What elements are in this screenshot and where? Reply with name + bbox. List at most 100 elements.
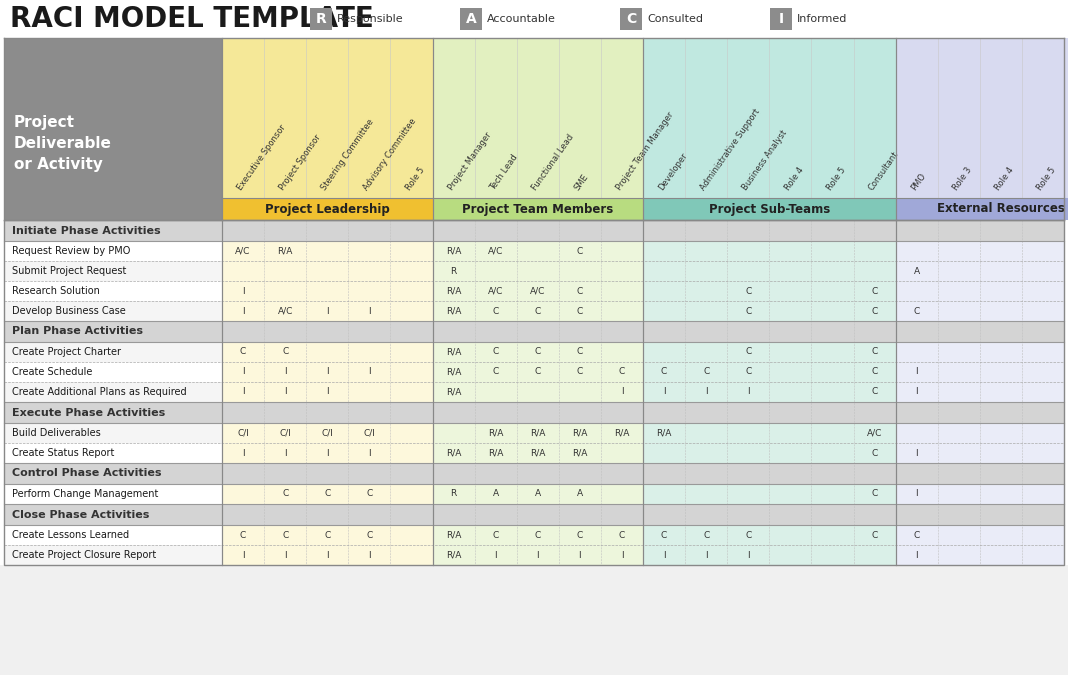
Bar — [433, 382, 474, 402]
Bar — [769, 301, 812, 321]
Bar — [643, 38, 896, 198]
Bar — [979, 281, 1022, 301]
Text: Consultant: Consultant — [867, 150, 900, 192]
Text: Informed: Informed — [797, 14, 847, 24]
Text: C: C — [871, 387, 878, 396]
Bar — [979, 545, 1022, 565]
Text: I: I — [663, 551, 665, 560]
Bar — [643, 198, 896, 220]
Text: RACI MODEL TEMPLATE: RACI MODEL TEMPLATE — [10, 5, 374, 33]
Bar — [769, 545, 812, 565]
Bar — [1022, 382, 1064, 402]
Bar — [391, 261, 433, 281]
Text: Control Phase Activities: Control Phase Activities — [12, 468, 161, 479]
Bar — [812, 261, 853, 281]
Text: Build Deliverables: Build Deliverables — [12, 428, 100, 438]
Bar — [853, 484, 896, 504]
Text: Research Solution: Research Solution — [12, 286, 100, 296]
Text: C: C — [492, 367, 499, 377]
Text: R/A: R/A — [488, 429, 503, 437]
Bar — [853, 423, 896, 443]
Text: Accountable: Accountable — [487, 14, 555, 24]
Text: PMO: PMO — [909, 171, 927, 192]
Bar — [601, 362, 643, 382]
Bar — [559, 525, 601, 545]
Bar — [474, 342, 517, 362]
Text: I: I — [241, 551, 245, 560]
Bar — [222, 342, 264, 362]
Text: Close Phase Activities: Close Phase Activities — [12, 510, 150, 520]
Text: I: I — [368, 367, 371, 377]
Bar — [222, 241, 264, 261]
Bar — [601, 545, 643, 565]
Bar — [4, 281, 222, 301]
Bar — [727, 301, 769, 321]
Bar — [979, 484, 1022, 504]
Text: C/I: C/I — [279, 429, 292, 437]
Text: R/A: R/A — [445, 448, 461, 458]
Bar — [517, 423, 559, 443]
Text: C: C — [871, 448, 878, 458]
Bar — [517, 281, 559, 301]
Text: Create Project Charter: Create Project Charter — [12, 347, 121, 357]
Text: C: C — [492, 531, 499, 539]
Bar — [0, 0, 1068, 38]
Bar — [938, 525, 979, 545]
Bar — [4, 443, 222, 463]
Bar — [896, 423, 938, 443]
Text: Developer: Developer — [657, 151, 689, 192]
Text: SME: SME — [572, 172, 590, 192]
Text: C: C — [745, 306, 752, 315]
Bar — [938, 281, 979, 301]
Bar — [433, 301, 474, 321]
Text: Plan Phase Activities: Plan Phase Activities — [12, 327, 143, 337]
Bar — [938, 261, 979, 281]
Bar — [727, 443, 769, 463]
Bar — [474, 241, 517, 261]
Bar — [517, 362, 559, 382]
Text: C: C — [282, 531, 288, 539]
Bar — [727, 525, 769, 545]
Bar — [391, 281, 433, 301]
Bar — [979, 423, 1022, 443]
Text: R/A: R/A — [445, 551, 461, 560]
Bar — [643, 261, 685, 281]
Text: I: I — [536, 551, 539, 560]
Bar — [559, 241, 601, 261]
Bar — [4, 402, 1064, 423]
Bar — [264, 241, 307, 261]
Bar — [685, 281, 727, 301]
Text: Create Lessons Learned: Create Lessons Learned — [12, 530, 129, 540]
Text: I: I — [241, 286, 245, 296]
Bar — [812, 342, 853, 362]
Text: Role 3: Role 3 — [952, 165, 974, 192]
Bar — [853, 525, 896, 545]
Bar — [307, 382, 348, 402]
Text: I: I — [579, 551, 581, 560]
Text: R/A: R/A — [572, 448, 587, 458]
Text: R/A: R/A — [445, 367, 461, 377]
Bar — [685, 241, 727, 261]
Text: A/C: A/C — [278, 306, 293, 315]
Bar — [896, 525, 938, 545]
Bar — [559, 484, 601, 504]
Bar — [601, 342, 643, 362]
Bar — [307, 423, 348, 443]
Bar — [896, 362, 938, 382]
Bar — [685, 301, 727, 321]
Bar — [979, 342, 1022, 362]
Bar — [769, 241, 812, 261]
Bar — [896, 301, 938, 321]
Bar — [4, 342, 222, 362]
Text: I: I — [284, 551, 286, 560]
Bar — [474, 362, 517, 382]
Text: C: C — [745, 531, 752, 539]
Text: R/A: R/A — [445, 348, 461, 356]
Bar — [979, 525, 1022, 545]
Text: I: I — [326, 306, 329, 315]
Bar — [4, 525, 222, 545]
Text: Project Sub-Teams: Project Sub-Teams — [709, 202, 830, 215]
Bar — [896, 198, 1068, 220]
Text: I: I — [368, 306, 371, 315]
Text: C: C — [577, 348, 583, 356]
